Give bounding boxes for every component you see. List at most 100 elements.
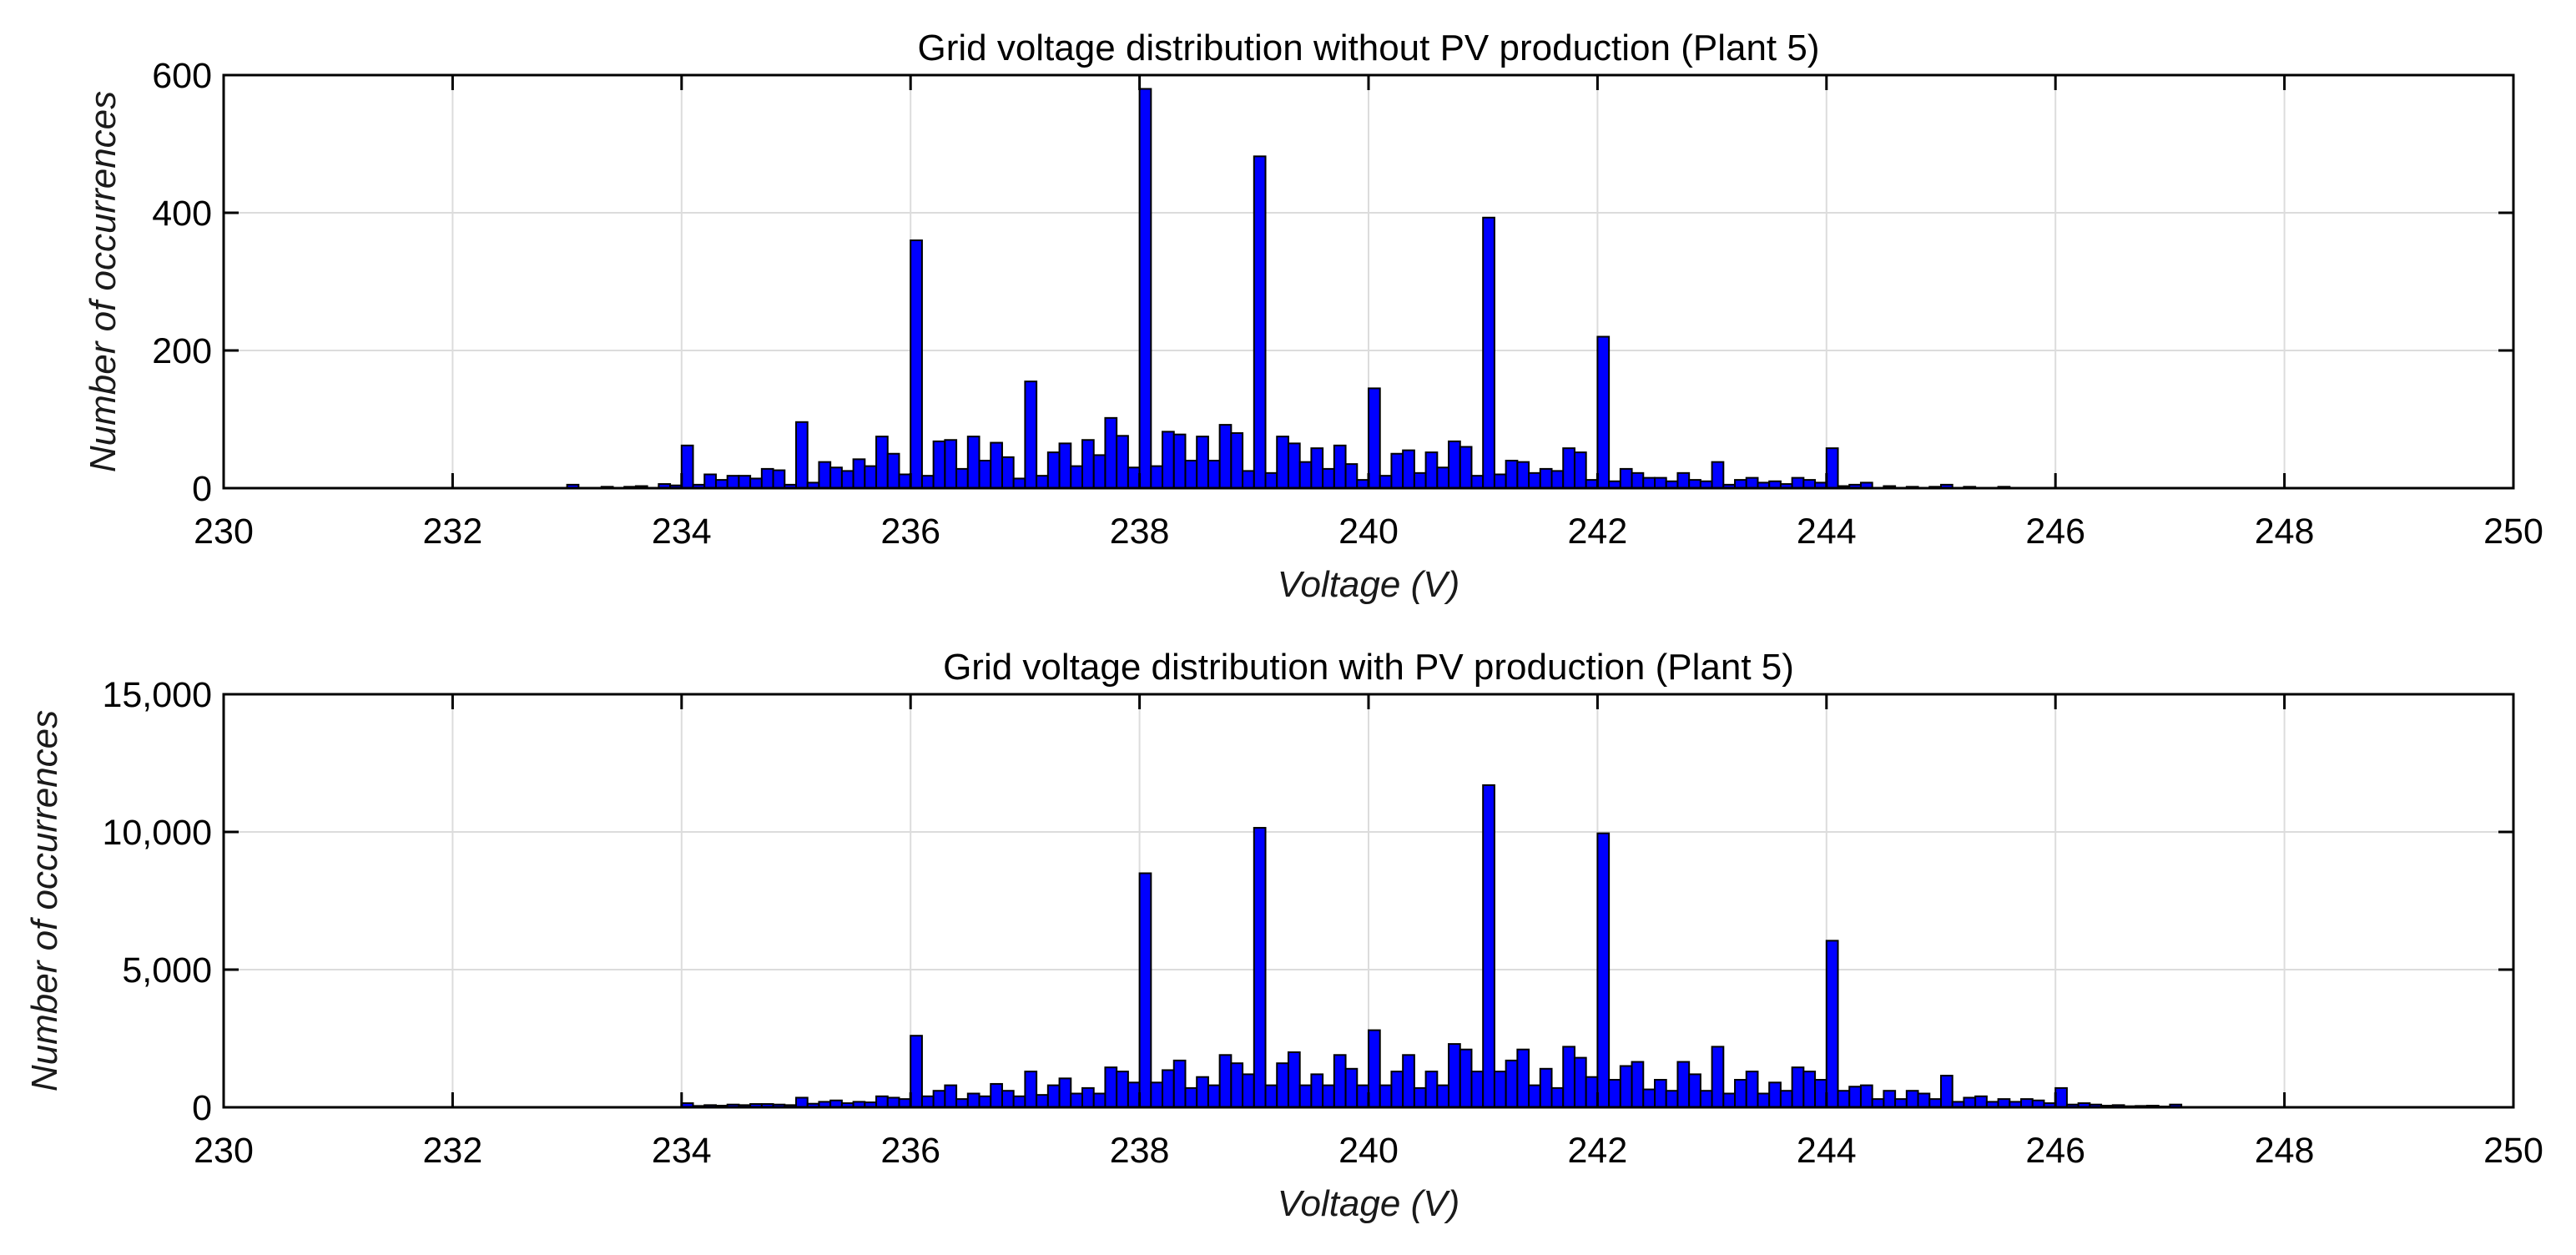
histogram-bar [1539, 467, 1553, 490]
histogram-bar [1379, 1084, 1393, 1108]
histogram-bar [1036, 475, 1049, 490]
histogram-bar [1814, 1079, 1827, 1108]
histogram-bar [1459, 1048, 1473, 1108]
histogram-bar [1963, 1096, 1977, 1108]
histogram-bar [1150, 465, 1164, 489]
histogram-bar [1631, 471, 1645, 489]
histogram-bar [1619, 467, 1633, 490]
histogram-bar [1402, 449, 1415, 489]
histogram-bar [1757, 1092, 1771, 1108]
histogram-bar [1699, 1090, 1713, 1108]
y-tick-label: 200 [152, 331, 212, 371]
histogram-bar [1242, 470, 1255, 489]
histogram-bar [1207, 1084, 1221, 1108]
histogram-bar [1092, 1092, 1107, 1108]
histogram-bar [1493, 473, 1507, 489]
x-tick-label: 238 [1110, 1131, 1170, 1171]
histogram-bar [944, 1084, 958, 1108]
histogram-bar [1218, 1054, 1233, 1109]
x-tick-label: 244 [1797, 1131, 1857, 1171]
histogram-bar [1848, 1086, 1862, 1108]
histogram-bar [1779, 1090, 1793, 1108]
y-tick-label: 600 [152, 56, 212, 96]
histogram-bar [1184, 1086, 1198, 1109]
histogram-bar [1608, 1079, 1621, 1108]
histogram-bar [1276, 1062, 1289, 1108]
y-tick-label: 5,000 [122, 950, 212, 990]
histogram-bar [726, 475, 740, 490]
histogram-bar [990, 1082, 1003, 1108]
histogram-bar [1413, 1086, 1427, 1109]
histogram-bar [1883, 1090, 1897, 1108]
histogram-bar [1024, 381, 1038, 489]
histogram-bar [1287, 1051, 1301, 1108]
y-tick-label: 15,000 [102, 675, 212, 715]
histogram-bar [1562, 447, 1575, 490]
x-tick-label: 242 [1568, 1131, 1628, 1171]
histogram-bar [1230, 1062, 1244, 1108]
histogram-bar [1562, 1046, 1575, 1109]
histogram-bar [1711, 1046, 1725, 1109]
x-tick-label: 242 [1568, 512, 1628, 552]
histogram-bar [1802, 1071, 1817, 1108]
x-tick-label: 240 [1338, 1131, 1399, 1171]
histogram-bar [886, 452, 900, 489]
histogram-bar [1528, 471, 1541, 489]
histogram-bar [1539, 1067, 1553, 1109]
histogram-bar [1322, 1084, 1335, 1108]
histogram-bar [1001, 456, 1015, 489]
histogram-bar [1619, 1065, 1633, 1108]
histogram-bar [1436, 1084, 1450, 1108]
histogram-bar [1116, 1071, 1129, 1108]
histogram-bar [990, 441, 1003, 489]
x-tick-label: 232 [423, 1131, 483, 1171]
histogram-bar [1333, 1054, 1347, 1109]
histogram-bar [1081, 439, 1095, 489]
histogram-bar [1127, 466, 1141, 489]
histogram-bar [1230, 432, 1244, 489]
histogram-bar [1012, 477, 1026, 490]
histogram-bar [864, 465, 878, 489]
histogram-bar [1276, 436, 1289, 489]
histogram-bar [875, 1095, 889, 1109]
histogram-bar [932, 1090, 946, 1108]
histogram-bar [749, 477, 763, 490]
histogram-bar [978, 1095, 992, 1109]
histogram-bar [1768, 1081, 1782, 1109]
histogram-bar [1264, 1084, 1278, 1108]
y-axis-label: Number of occurrences [83, 91, 124, 472]
histogram-bar [1196, 1076, 1209, 1108]
histogram-bar [1070, 1092, 1084, 1108]
histogram-bar [1298, 1084, 1313, 1108]
histogram-bar [852, 458, 866, 489]
histogram-bar [1310, 447, 1324, 490]
histogram-bar [1493, 1071, 1507, 1108]
histogram-bar [1424, 1071, 1439, 1108]
histogram-bar [1791, 1066, 1805, 1109]
histogram-bar [829, 466, 843, 489]
histogram-bar [1505, 1059, 1519, 1109]
histogram-bar [738, 475, 752, 490]
histogram-bar [1596, 832, 1611, 1109]
x-tick-label: 236 [880, 512, 940, 552]
histogram-bar [1253, 827, 1267, 1108]
histogram-bar [1046, 451, 1061, 489]
histogram-bar [910, 239, 923, 489]
histogram-bar [795, 1096, 809, 1108]
histogram-bar [1218, 424, 1233, 490]
histogram-bar [1448, 1043, 1461, 1108]
histogram-bar [1104, 416, 1118, 490]
histogram-bar [1390, 1071, 1404, 1108]
histogram-bar [1092, 454, 1107, 490]
histogram-bar [910, 1035, 923, 1108]
x-tick-label: 244 [1797, 512, 1857, 552]
histogram-bar [1573, 451, 1587, 489]
x-tick-label: 246 [2025, 1131, 2085, 1171]
histogram-bar [1344, 463, 1359, 489]
histogram-bar [1676, 1061, 1691, 1109]
histogram-bar [1368, 1029, 1381, 1108]
histogram-bar [1368, 387, 1381, 489]
histogram-bar [1470, 1071, 1485, 1108]
histogram-bar [1837, 1090, 1851, 1108]
